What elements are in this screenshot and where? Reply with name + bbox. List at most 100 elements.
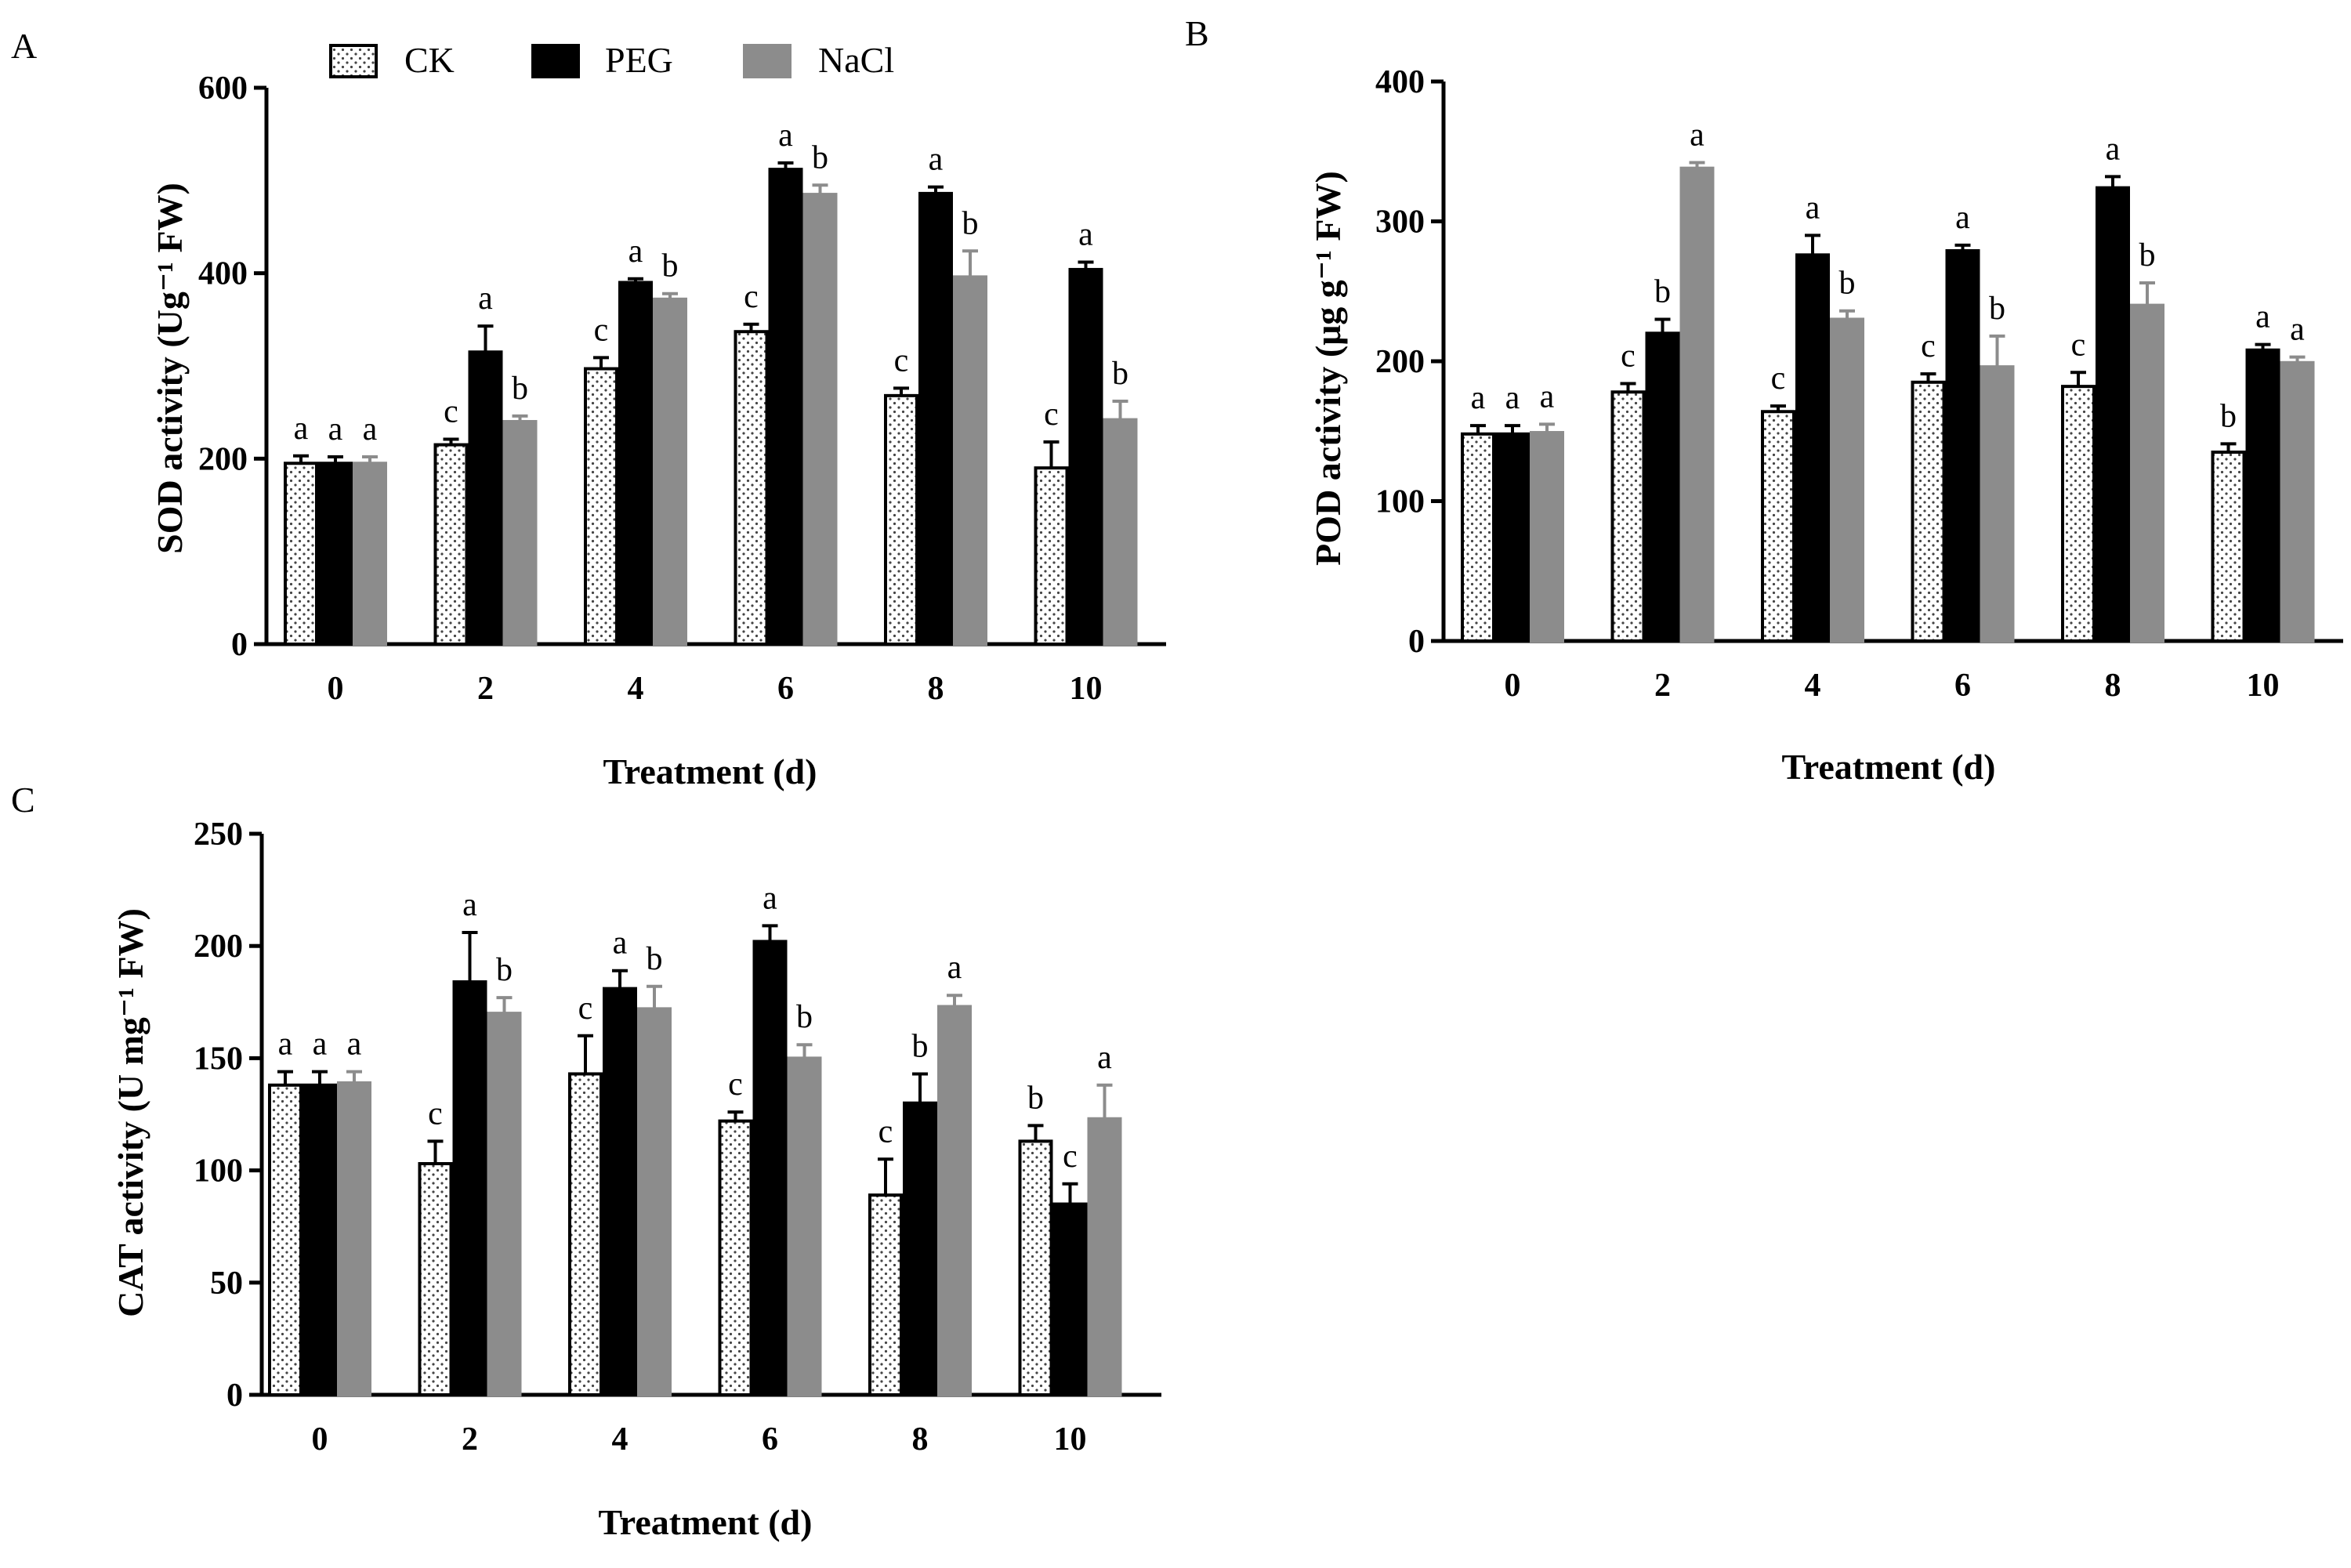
x-tick-label: 0 — [328, 671, 344, 707]
bar-nacl — [502, 420, 538, 646]
significance-letter: a — [278, 1027, 293, 1063]
bar-peg — [768, 168, 803, 646]
significance-letter: c — [1921, 328, 1936, 364]
significance-letter: a — [1690, 118, 1704, 154]
significance-letter: c — [728, 1066, 743, 1103]
y-axis-title: CAT activity (U mg⁻¹ FW) — [110, 908, 150, 1317]
significance-letter: a — [328, 411, 343, 447]
y-tick-label: 400 — [198, 256, 248, 292]
legend: CK PEG NaCl — [329, 40, 894, 80]
significance-letter: b — [1027, 1080, 1044, 1116]
bar-peg — [318, 462, 353, 646]
significance-letter: b — [1839, 266, 1856, 302]
bar-ck — [718, 1119, 753, 1397]
bar-nacl — [637, 1007, 672, 1396]
chart-panel-a: 0 200 400 600 SOD activity (Ug⁻¹ FW) Treatmen… — [150, 71, 1166, 791]
bar-ck — [1018, 1139, 1053, 1397]
bar-ck — [2211, 451, 2246, 643]
significance-letter: c — [2071, 327, 2086, 363]
significance-letter: a — [763, 880, 777, 916]
bar-nacl — [1087, 1117, 1122, 1397]
bar-peg — [1945, 248, 1980, 643]
legend-swatch-peg — [531, 44, 580, 78]
significance-letter: a — [1955, 200, 1970, 236]
x-tick-label: 6 — [762, 1421, 778, 1458]
y-tick-label: 600 — [198, 71, 248, 107]
y-tick-label: 200 — [194, 929, 243, 965]
x-tick-label: 8 — [2105, 668, 2121, 704]
y-tick-label: 200 — [1375, 344, 1425, 380]
legend-swatch-nacl — [743, 44, 792, 78]
significance-letter: a — [778, 118, 793, 154]
y-tick-label: 400 — [1375, 64, 1425, 100]
x-tick-label: 2 — [477, 671, 494, 707]
bar-peg — [1645, 331, 1680, 643]
significance-letter: a — [347, 1027, 362, 1063]
x-tick-label: 0 — [1505, 668, 1521, 704]
significance-letter: c — [1044, 397, 1059, 433]
bar-peg — [903, 1101, 937, 1397]
significance-letter: a — [1540, 378, 1555, 415]
bar-ck — [1911, 380, 1946, 643]
x-tick-label: 4 — [612, 1421, 629, 1458]
y-tick-label: 250 — [194, 817, 243, 853]
bar-peg — [468, 350, 503, 646]
y-axis-title: POD activity (μg g⁻¹ FW) — [1308, 171, 1348, 566]
bar-nacl — [1980, 365, 2015, 643]
bar-ck — [1610, 390, 1646, 643]
significance-letter: c — [1621, 339, 1636, 375]
y-tick-label: 50 — [210, 1266, 243, 1302]
significance-letter: a — [613, 925, 628, 961]
bar-ck — [433, 443, 469, 646]
significance-letter: c — [744, 279, 759, 315]
legend-swatch-ck — [329, 44, 378, 78]
bar-ck — [268, 1083, 302, 1396]
y-tick-label: 0 — [226, 1378, 243, 1414]
x-tick-label: 4 — [628, 671, 644, 707]
bar-nacl — [1679, 166, 1715, 643]
x-tick-label: 10 — [1070, 671, 1103, 707]
bar-nacl — [353, 462, 387, 646]
significance-letter: a — [1471, 380, 1486, 416]
bar-ck — [868, 1193, 903, 1396]
bar-ck — [418, 1162, 453, 1397]
bar-peg — [1795, 253, 1830, 643]
bar-nacl — [1830, 317, 1864, 643]
significance-letter: a — [1078, 216, 1093, 252]
significance-letter: c — [894, 342, 909, 378]
bar-peg — [918, 191, 953, 646]
significance-letter: a — [363, 411, 378, 447]
significance-letter: a — [294, 411, 309, 447]
significance-letter: a — [313, 1027, 328, 1063]
bar-ck — [1761, 410, 1795, 643]
significance-letter: c — [1771, 360, 1786, 397]
bar-peg — [752, 940, 788, 1397]
y-tick-label: 100 — [1375, 484, 1425, 520]
significance-letter: b — [1112, 356, 1128, 392]
significance-letter: b — [496, 952, 513, 988]
x-tick-label: 2 — [462, 1421, 478, 1458]
significance-letter: b — [912, 1028, 929, 1064]
bar-ck — [1034, 466, 1069, 646]
y-axis-title: SOD activity (Ug⁻¹ FW) — [150, 183, 190, 554]
x-tick-label: 6 — [777, 671, 794, 707]
y-tick-label: 0 — [1408, 624, 1425, 660]
x-axis-title: Treatment (d) — [603, 751, 817, 791]
significance-letter: a — [2290, 312, 2305, 348]
bar-ck — [734, 330, 769, 646]
bar-peg — [603, 987, 637, 1396]
x-tick-label: 4 — [1805, 668, 1821, 704]
x-tick-label: 10 — [1054, 1421, 1087, 1458]
significance-letter: b — [962, 205, 979, 241]
significance-letter: b — [2139, 237, 2156, 273]
bar-nacl — [487, 1012, 522, 1396]
significance-letter: a — [1505, 380, 1520, 416]
x-axis-title: Treatment (d) — [1782, 747, 1996, 787]
y-tick-label: 200 — [198, 441, 248, 477]
bar-nacl — [1103, 418, 1138, 646]
significance-letter: a — [462, 887, 477, 923]
significance-letter: b — [647, 941, 663, 977]
x-tick-label: 8 — [912, 1421, 929, 1458]
significance-letter: b — [662, 248, 679, 284]
significance-letter: b — [1654, 273, 1671, 310]
